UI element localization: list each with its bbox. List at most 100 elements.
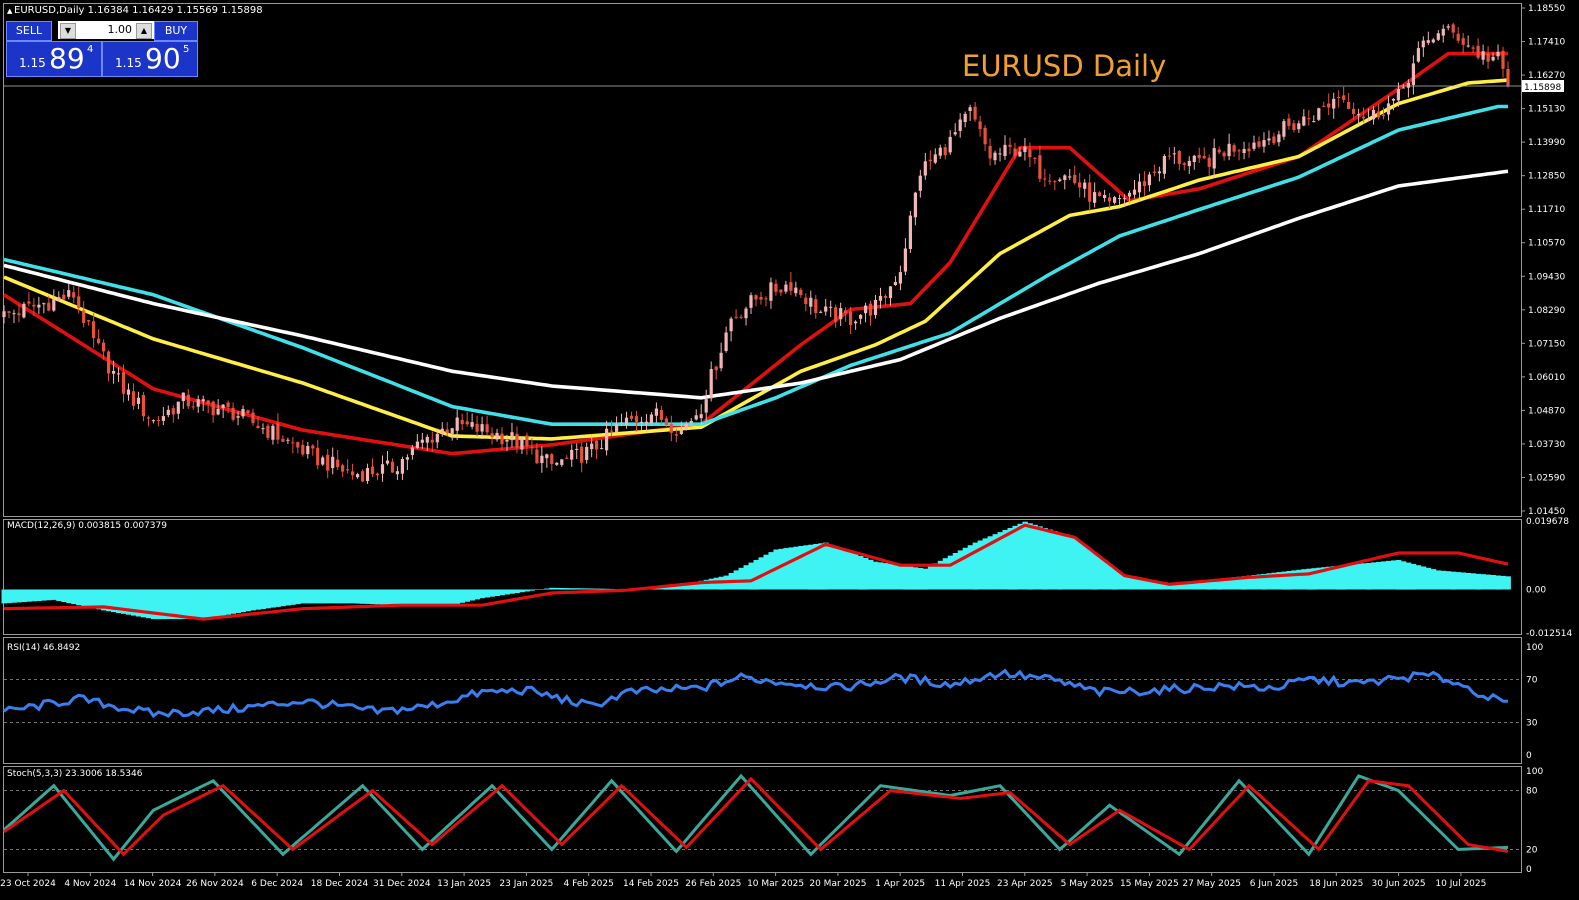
macd-histogram-bar	[365, 589, 371, 604]
lot-value[interactable]: 1.00	[107, 23, 133, 36]
candle-body	[839, 308, 843, 320]
macd-histogram-bar	[529, 589, 535, 591]
macd-panel-frame	[3, 519, 1522, 635]
candle-body	[605, 428, 609, 451]
macd-histogram-bar	[1156, 582, 1163, 590]
candle-body	[973, 106, 977, 120]
candle-body	[809, 297, 813, 307]
candle-body	[515, 433, 519, 448]
macd-histogram-bar	[1356, 563, 1362, 590]
buy-button[interactable]: BUY	[154, 21, 198, 41]
sell-price-box[interactable]: 1.15 89 4	[6, 41, 102, 77]
macd-histogram-bar	[81, 589, 87, 607]
candle-body	[1386, 103, 1391, 115]
macd-histogram-bar	[1415, 565, 1422, 590]
macd-histogram-bar	[320, 589, 326, 604]
candle-body	[1441, 28, 1445, 36]
candle-body	[500, 433, 504, 445]
candle-body	[1028, 149, 1032, 158]
rsi-panel-frame	[3, 637, 1522, 764]
candle-body	[779, 289, 783, 293]
sell-button[interactable]: SELL	[6, 21, 52, 41]
macd-histogram-bar	[165, 589, 172, 620]
date-tick-label: 15 May 2025	[1120, 879, 1179, 889]
macd-histogram-bar	[1077, 541, 1083, 590]
candle-body	[455, 417, 459, 431]
candle-body	[739, 316, 743, 318]
macd-histogram-bar	[1440, 570, 1447, 590]
candle-body	[555, 462, 559, 465]
macd-histogram-bar	[474, 589, 480, 600]
candle-body	[580, 446, 584, 463]
candle-body	[171, 408, 175, 415]
candle-body	[719, 352, 723, 369]
macd-histogram-bar	[350, 589, 356, 604]
macd-histogram-bar	[1186, 582, 1193, 590]
macd-histogram-bar	[1495, 575, 1501, 590]
collapse-triangle-icon[interactable]: ▲	[7, 7, 13, 15]
lot-decrease-icon[interactable]: ▼	[60, 23, 76, 39]
macd-histogram-bar	[1381, 561, 1387, 590]
macd-histogram-bar	[1366, 562, 1372, 590]
candle-body	[460, 420, 464, 425]
macd-histogram-bar	[1132, 577, 1138, 590]
macd-histogram-bar	[579, 588, 585, 590]
macd-histogram-bar	[345, 589, 351, 604]
macd-histogram-bar	[957, 550, 964, 590]
macd-histogram-bar	[459, 589, 466, 603]
date-tick-label: 6 Jun 2025	[1250, 879, 1298, 889]
candle-body	[799, 289, 803, 296]
macd-histogram-bar	[897, 565, 904, 590]
price-tick-label: 1.08290	[1528, 306, 1565, 316]
macd-histogram-bar	[892, 564, 899, 590]
macd-histogram-bar	[1296, 569, 1302, 590]
macd-histogram-bar	[225, 589, 231, 615]
macd-histogram-bar	[399, 589, 406, 606]
macd-histogram-bar	[429, 589, 436, 606]
macd-histogram-bar	[738, 567, 744, 590]
macd-histogram-bar	[180, 589, 187, 620]
candle-body	[649, 414, 653, 424]
candle-body	[97, 338, 101, 344]
symbol-header: EURUSD,Daily 1.16384 1.16429 1.15569 1.1…	[14, 5, 263, 16]
price-tick-label: 1.18550	[1528, 4, 1565, 14]
macd-histogram-bar	[210, 589, 217, 618]
candle-body	[1132, 189, 1137, 195]
macd-histogram-bar	[1470, 573, 1477, 590]
candle-body	[1401, 87, 1405, 89]
macd-histogram-bar	[753, 560, 759, 590]
macd-histogram-bar	[220, 589, 227, 616]
candle-body	[958, 119, 962, 131]
macd-histogram-bar	[384, 589, 391, 605]
buy-price-box[interactable]: 1.15 90 5	[102, 41, 198, 77]
candle-body	[400, 459, 404, 474]
lot-size-field[interactable]: ▼ 1.00 ▲	[58, 21, 154, 39]
macd-histogram-bar	[285, 589, 291, 606]
candle-body	[1337, 97, 1341, 98]
macd-histogram-bar	[1291, 570, 1297, 590]
candle-body	[1446, 26, 1450, 28]
macd-histogram-bar	[1042, 528, 1048, 590]
lot-increase-icon[interactable]: ▲	[136, 23, 152, 39]
candle-body	[1501, 50, 1505, 69]
candle-body	[1023, 146, 1027, 153]
candle-body	[246, 410, 250, 413]
candle-body	[146, 417, 150, 419]
candle-body	[968, 107, 972, 111]
panel-borders	[3, 3, 1522, 873]
candle-body	[983, 127, 987, 145]
price-tick-label: 1.12850	[1528, 172, 1565, 182]
macd-histogram-bar	[1102, 560, 1108, 590]
macd-histogram-bar	[813, 544, 819, 590]
macd-histogram-bar	[150, 589, 157, 620]
macd-histogram-bar	[1037, 526, 1043, 590]
candle-body	[356, 474, 360, 478]
candle-body	[1421, 40, 1425, 48]
macd-histogram-bar	[937, 560, 944, 590]
candle-body	[216, 409, 220, 415]
candle-body	[1182, 163, 1186, 165]
date-tick-label: 23 Jan 2025	[499, 879, 553, 889]
candle-body	[1013, 148, 1017, 157]
one-click-trading-panel: SELL ▼ 1.00 ▲ BUY 1.15 89 4 1.15 90 5	[6, 21, 198, 77]
